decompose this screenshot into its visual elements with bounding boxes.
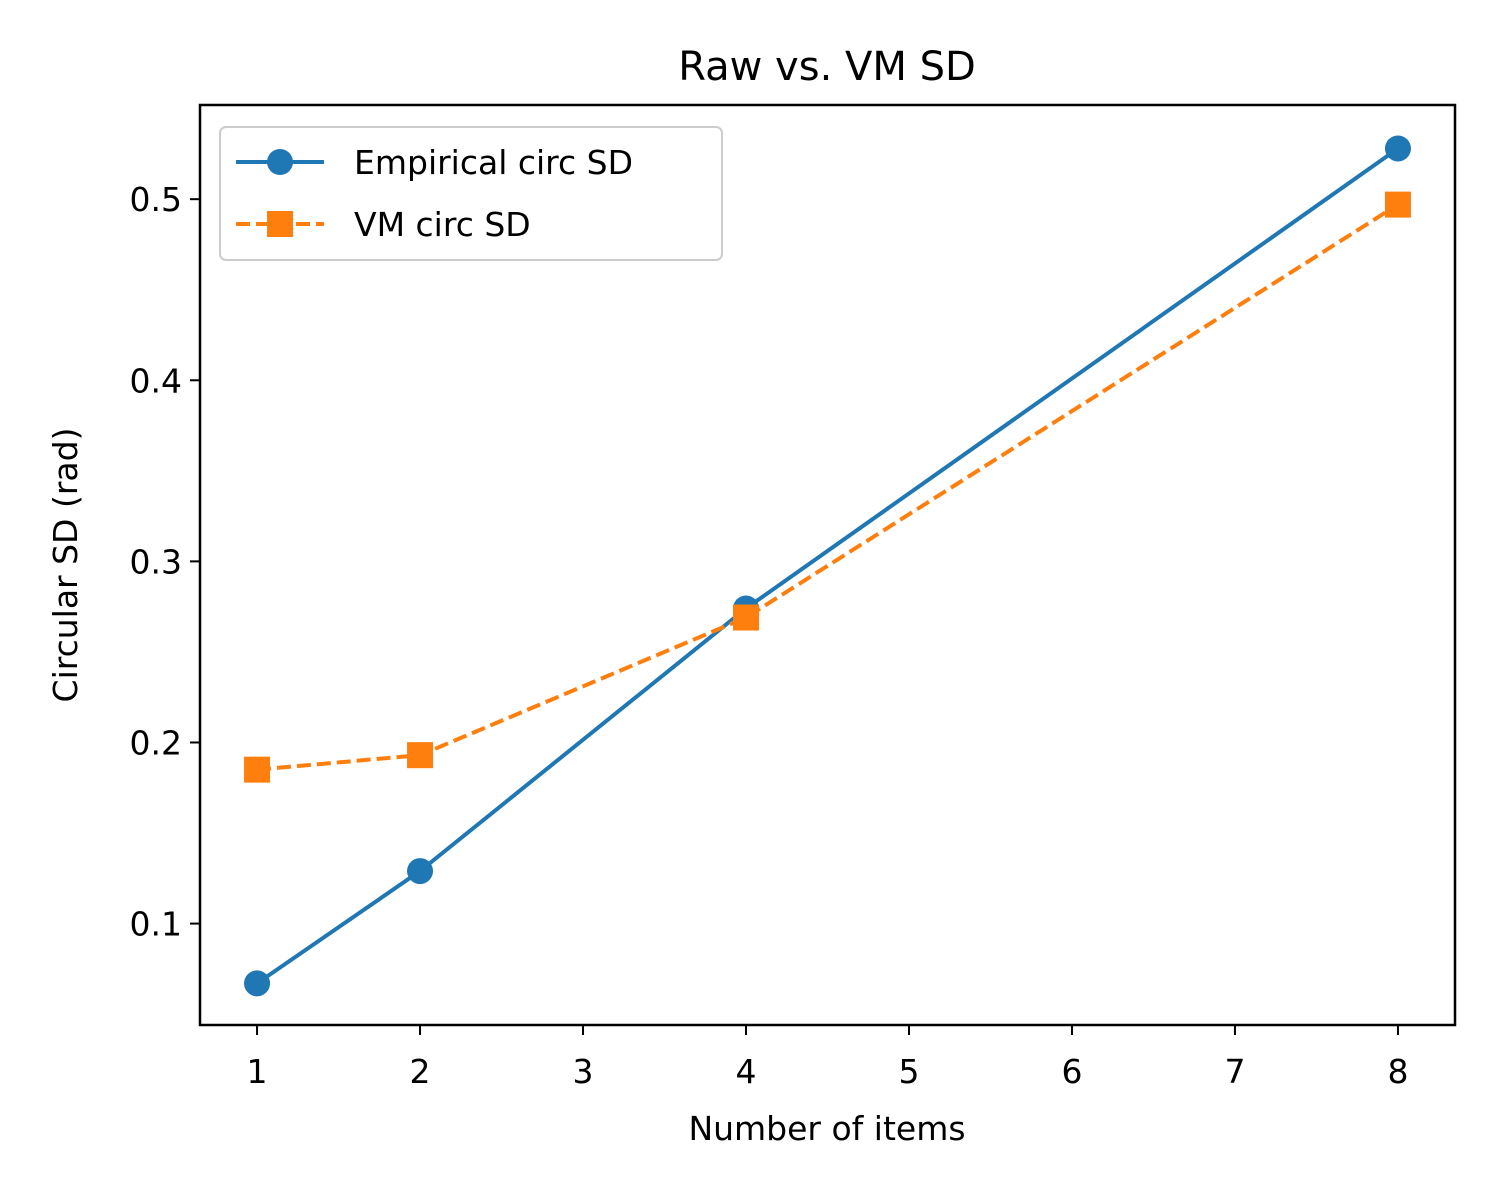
x-tick-label-2: 2 [410, 1052, 431, 1091]
legend-label-2: VM circ SD [354, 205, 531, 244]
plot-frame [198, 103, 1457, 1027]
series-1-point-2 [407, 858, 434, 885]
x-tick-label-7: 7 [1224, 1052, 1245, 1091]
x-tick-label-1: 1 [247, 1052, 268, 1091]
x-tick-label-8: 8 [1387, 1052, 1408, 1091]
chart-title: Raw vs. VM SD [678, 44, 976, 90]
series-1-point-1 [244, 970, 271, 997]
x-tick-label-4: 4 [736, 1052, 757, 1091]
legend-marker-1 [267, 149, 293, 175]
y-axis-label: Circular SD (rad) [46, 428, 85, 703]
series-line-1 [255, 146, 1400, 985]
legend-box [219, 126, 723, 261]
y-tick-label-1: 0.1 [130, 905, 182, 944]
y-tick-label-5: 0.5 [130, 180, 182, 219]
x-tick-label-5: 5 [898, 1052, 919, 1091]
series-2-point-3 [733, 604, 760, 631]
series-2-point-4 [1384, 191, 1411, 218]
series-2-point-2 [407, 742, 434, 769]
series-2-point-1 [244, 756, 271, 783]
x-tick-label-6: 6 [1061, 1052, 1082, 1091]
y-tick-label-4: 0.4 [130, 361, 182, 400]
series-1-point-4 [1384, 135, 1411, 162]
x-tick-label-3: 3 [573, 1052, 594, 1091]
legend-label-1: Empirical circ SD [354, 143, 633, 182]
y-tick-label-2: 0.2 [130, 723, 182, 762]
legend-marker-2 [267, 211, 293, 237]
x-axis-label: Number of items [688, 1109, 965, 1148]
y-tick-label-3: 0.3 [130, 542, 182, 581]
plot-area: 1 2 3 4 5 6 7 8 0.1 0.2 0.3 0.4 0.5 [130, 103, 1457, 1091]
legend: Empirical circ SD VM circ SD [219, 126, 723, 261]
series-line-2 [256, 202, 1400, 772]
